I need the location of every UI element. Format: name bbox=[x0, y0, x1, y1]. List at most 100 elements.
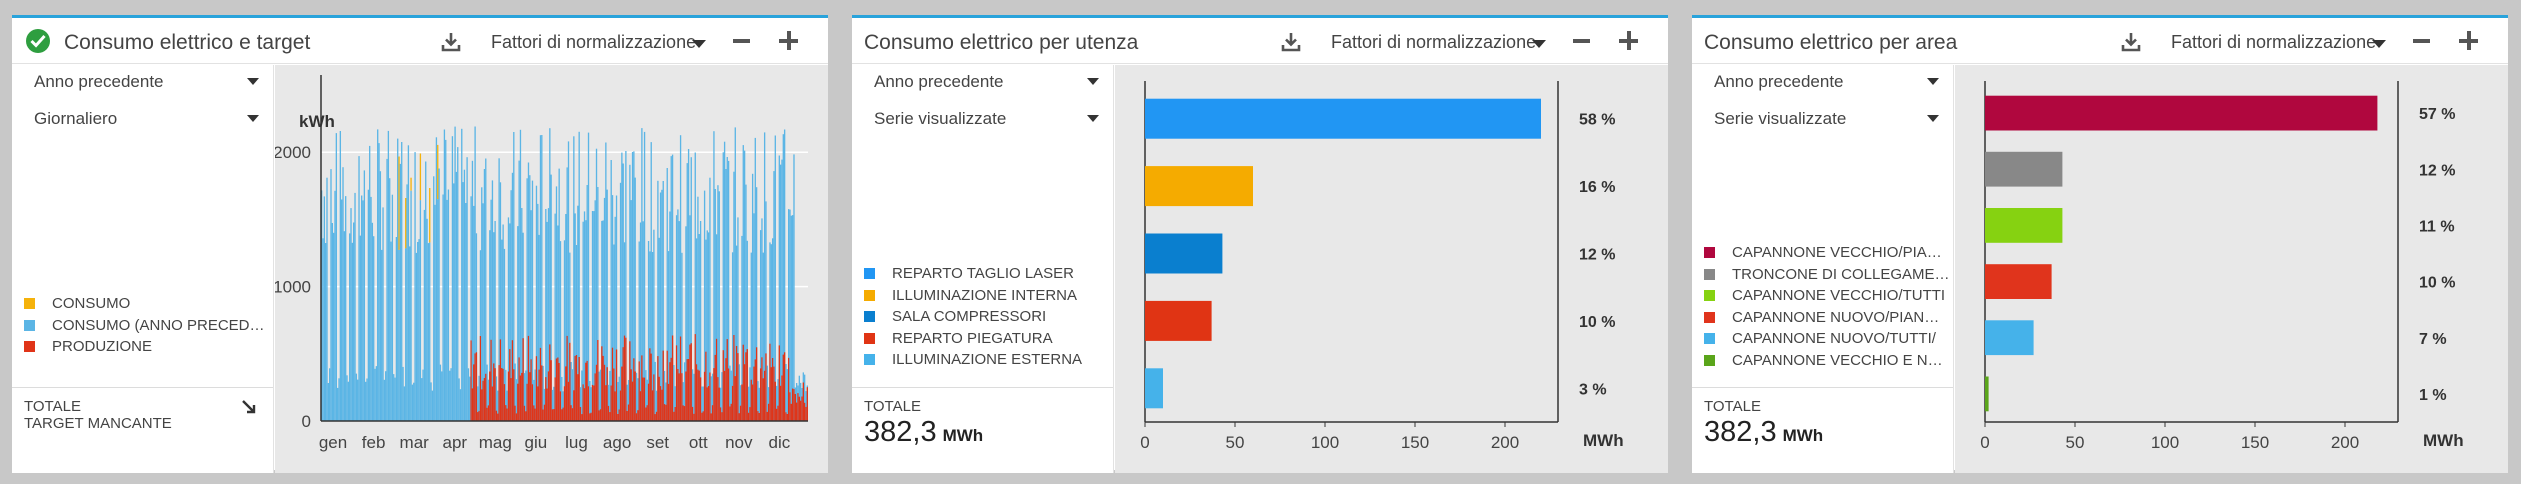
bar-consumo-anno-precedente bbox=[335, 133, 338, 421]
bar-produzione bbox=[545, 377, 547, 421]
bar-produzione bbox=[582, 384, 584, 421]
bar-consumo-anno-precedente bbox=[323, 196, 325, 421]
bar-produzione bbox=[643, 377, 646, 421]
bar-produzione bbox=[475, 352, 478, 421]
bar-consumo-anno-precedente bbox=[745, 184, 747, 421]
bar-consumo-anno-precedente bbox=[327, 383, 329, 421]
expand-button[interactable] bbox=[779, 31, 798, 50]
bar-consumo-anno-precedente bbox=[641, 128, 643, 421]
bar-consumo-anno-precedente bbox=[693, 373, 695, 421]
bar-consumo-anno-precedente bbox=[623, 242, 626, 421]
bar-produzione bbox=[525, 411, 527, 421]
bar-consumo-anno-precedente bbox=[766, 365, 768, 421]
bar-consumo-anno-precedente bbox=[702, 386, 704, 421]
download-icon[interactable] bbox=[2120, 31, 2142, 53]
bar-produzione bbox=[487, 405, 490, 421]
chevron-down-icon[interactable] bbox=[692, 40, 706, 48]
period-dropdown[interactable]: Anno precedente bbox=[1714, 68, 1939, 96]
x-tick-label: lug bbox=[565, 433, 588, 452]
legend-label: CAPANNONE VECCHIO E NUOVO bbox=[1732, 351, 1950, 369]
bar-consumo-anno-precedente bbox=[659, 192, 662, 421]
bar-produzione bbox=[753, 366, 755, 421]
bar-consumo-anno-precedente bbox=[643, 131, 646, 421]
consumption-by-area-chart: 57 % 12 % 11 % 10 % 7 % 1 % 0 50 100 150 200 MWh bbox=[1980, 81, 2464, 452]
minimize-button[interactable] bbox=[2413, 39, 2430, 43]
series-dropdown[interactable]: Serie visualizzate bbox=[874, 105, 1099, 133]
x-tick-label: 50 bbox=[1226, 433, 1245, 452]
bar-consumo-anno-precedente bbox=[375, 366, 378, 421]
bar-produzione bbox=[805, 406, 807, 421]
bar-consumo-anno-precedente bbox=[329, 368, 331, 421]
bar-produzione bbox=[765, 353, 767, 421]
bar-consumo-anno-precedente bbox=[599, 369, 602, 421]
bar-consumo-anno-precedente bbox=[605, 142, 607, 421]
normalization-dropdown[interactable]: Fattori di normalizzazione bbox=[491, 32, 697, 52]
expand-button[interactable] bbox=[1619, 31, 1638, 50]
bar-consumo-anno-precedente bbox=[790, 215, 792, 421]
period-dropdown[interactable]: Anno precedente bbox=[34, 68, 259, 96]
bar-produzione bbox=[606, 367, 608, 421]
bar-produzione bbox=[625, 337, 627, 421]
bar-produzione bbox=[567, 381, 570, 421]
series-dropdown[interactable]: Serie visualizzate bbox=[1714, 105, 1939, 133]
period-dropdown[interactable]: Anno precedente bbox=[874, 68, 1099, 96]
bar-produzione bbox=[743, 364, 746, 421]
bar-produzione bbox=[789, 392, 791, 421]
bar-produzione bbox=[682, 405, 684, 421]
bar-consumo-anno-precedente bbox=[697, 196, 699, 421]
bar-produzione bbox=[517, 383, 519, 421]
bar-produzione bbox=[590, 412, 592, 421]
bar-consumo-anno-precedente bbox=[765, 201, 767, 421]
bar-produzione bbox=[703, 371, 706, 421]
bar-produzione bbox=[546, 388, 548, 421]
legend-label: CONSUMO (ANNO PRECEDENTE) bbox=[52, 316, 270, 334]
bar-produzione bbox=[470, 340, 472, 421]
bar-produzione bbox=[551, 409, 554, 421]
bar-produzione bbox=[677, 369, 679, 421]
granularity-dropdown[interactable]: Giornaliero bbox=[34, 105, 259, 133]
bar-consumo-anno-precedente bbox=[666, 168, 668, 421]
bar-produzione bbox=[723, 370, 726, 421]
bar-produzione bbox=[597, 340, 599, 421]
bar-produzione bbox=[541, 365, 543, 421]
bar-consumo-anno-precedente bbox=[585, 220, 587, 421]
percent-label: 12 % bbox=[2419, 162, 2455, 179]
normalization-dropdown[interactable]: Fattori di normalizzazione bbox=[2171, 32, 2377, 52]
bar-produzione bbox=[495, 410, 498, 421]
dropdown-label: Anno precedente bbox=[34, 72, 164, 91]
bar-consumo-anno-precedente bbox=[617, 382, 619, 421]
bar-produzione bbox=[533, 405, 535, 421]
download-icon[interactable] bbox=[1280, 31, 1302, 53]
bar-consumo-anno-precedente bbox=[661, 189, 663, 421]
bar-produzione bbox=[686, 359, 688, 421]
chevron-down-icon[interactable] bbox=[1532, 40, 1546, 48]
bar-consumo-anno-precedente bbox=[717, 185, 719, 421]
minimize-button[interactable] bbox=[733, 39, 750, 43]
bar-produzione bbox=[735, 346, 738, 421]
chevron-down-icon[interactable] bbox=[2372, 40, 2386, 48]
bar-consumo-anno-precedente bbox=[638, 241, 640, 421]
bar-consumo-anno-precedente bbox=[750, 252, 752, 421]
panel-sidebar: Anno precedente Giornaliero CONSUMO CONS… bbox=[12, 65, 274, 473]
legend-swatch bbox=[24, 341, 35, 353]
bar-produzione bbox=[709, 372, 711, 421]
bar-produzione bbox=[555, 358, 558, 421]
bar-consumo-anno-precedente bbox=[787, 209, 790, 421]
total-value: 382,3 MWh bbox=[864, 416, 983, 449]
bar-produzione bbox=[610, 385, 612, 421]
bar-produzione bbox=[574, 355, 576, 421]
bar-produzione bbox=[678, 373, 680, 421]
bar-consumo-anno-precedente bbox=[561, 377, 563, 421]
bar-produzione bbox=[725, 358, 727, 421]
bar-consumo-anno-precedente bbox=[393, 374, 395, 421]
download-icon[interactable] bbox=[440, 31, 462, 53]
bar-produzione bbox=[562, 407, 564, 421]
bar-produzione bbox=[715, 338, 718, 421]
arrow-down-right-icon[interactable] bbox=[240, 398, 258, 416]
bar-produzione bbox=[649, 348, 651, 421]
expand-button[interactable] bbox=[2459, 31, 2478, 50]
normalization-dropdown[interactable]: Fattori di normalizzazione bbox=[1331, 32, 1537, 52]
minimize-button[interactable] bbox=[1573, 39, 1590, 43]
bar-consumo bbox=[437, 144, 439, 200]
bar-produzione bbox=[739, 405, 742, 421]
